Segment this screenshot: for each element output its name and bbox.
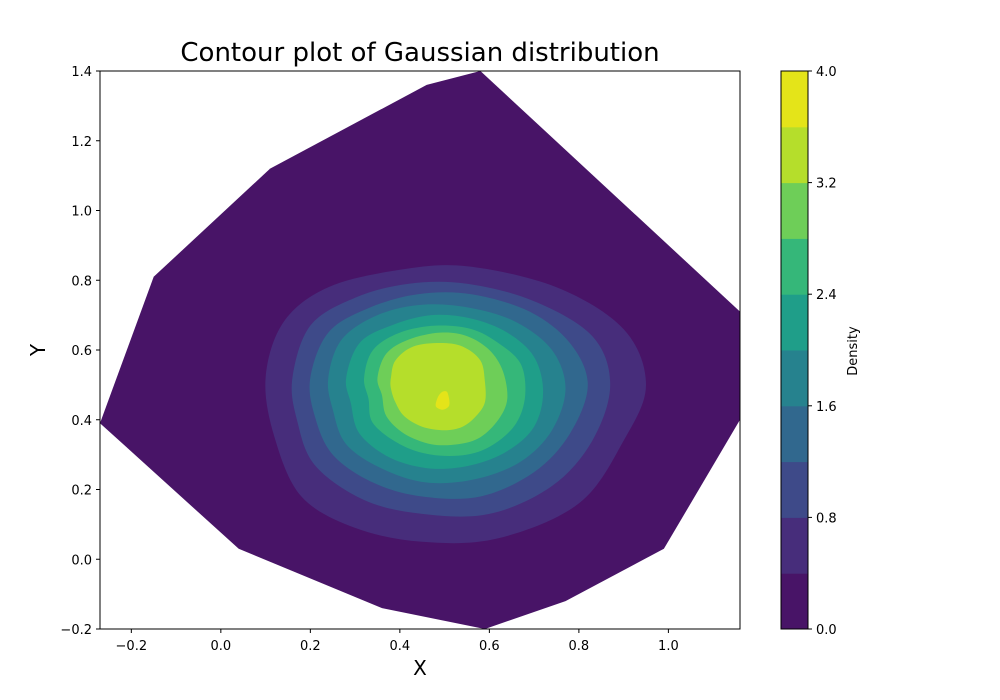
x-tick-label: 0.6 [479, 639, 500, 654]
colorbar-tick-label: 0.8 [816, 511, 837, 526]
colorbar-band [781, 294, 808, 351]
colorbar: 0.0 0.8 1.6 2.4 3.2 4.0 [780, 65, 837, 638]
colorbar-tick-label: 3.2 [816, 177, 837, 192]
colorbar-band [781, 405, 808, 463]
colorbar-band [781, 71, 808, 128]
y-tick-label: 1.0 [71, 205, 92, 220]
colorbar-tick-label: 0.0 [816, 623, 837, 638]
y-tick-label: 1.4 [71, 65, 92, 80]
y-tick-label: 1.2 [71, 135, 92, 150]
colorbar-band [781, 461, 808, 518]
y-tick-label: 0.8 [71, 274, 92, 289]
y-tick-label: 0.4 [71, 414, 92, 429]
y-tick-label: −0.2 [60, 623, 92, 638]
x-tick-label: 0.4 [390, 639, 411, 654]
y-axis: −0.2 0.0 0.2 0.4 0.6 0.8 1.0 1.2 1.4 [60, 65, 100, 638]
x-tick-label: 1.0 [658, 639, 679, 654]
colorbar-band [781, 238, 808, 295]
colorbar-band [781, 182, 808, 239]
contour-region-3.2 [390, 343, 486, 431]
colorbar-band [781, 126, 808, 184]
x-tick-label: 0.0 [210, 639, 231, 654]
colorbar-band [781, 517, 808, 574]
x-tick-label: 0.2 [300, 639, 321, 654]
colorbar-frame [780, 70, 809, 630]
x-tick-label: 0.8 [569, 639, 590, 654]
colorbar-tick-label: 1.6 [816, 400, 837, 415]
y-axis-label: Y [26, 343, 50, 357]
x-tick-label: −0.2 [116, 639, 148, 654]
colorbar-tick-label: 2.4 [816, 288, 837, 303]
colorbar-band [781, 350, 808, 407]
contour-region-3.6 [435, 391, 450, 410]
y-tick-label: 0.2 [71, 484, 92, 499]
colorbar-tick-label: 4.0 [816, 65, 837, 80]
y-tick-label: 0.0 [71, 553, 92, 568]
y-tick-label: 0.6 [71, 344, 92, 359]
x-axis: −0.2 0.0 0.2 0.4 0.6 0.8 1.0 [116, 629, 679, 654]
chart-title: Contour plot of Gaussian distribution [180, 38, 659, 68]
colorbar-band [781, 573, 808, 630]
colorbar-label: Density [846, 326, 861, 376]
contour-fill-layer [100, 71, 740, 629]
x-axis-label: X [413, 656, 427, 680]
